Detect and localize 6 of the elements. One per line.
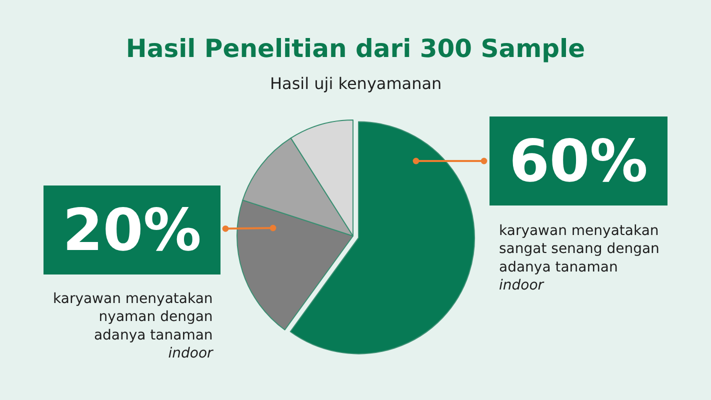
- chart-title: Hasil Penelitian dari 300 Sample: [126, 34, 586, 63]
- slice-label: karyawan menyatakan sangat senang dengan adanya tanaman indoor: [499, 223, 660, 294]
- data-label: 60%: [509, 127, 648, 195]
- chart-subtitle: Hasil uji kenyamanan: [270, 74, 442, 93]
- slice-label: karyawan menyatakan nyaman dengan adanya tanaman indoor: [53, 291, 214, 362]
- data-label: 20%: [62, 196, 202, 264]
